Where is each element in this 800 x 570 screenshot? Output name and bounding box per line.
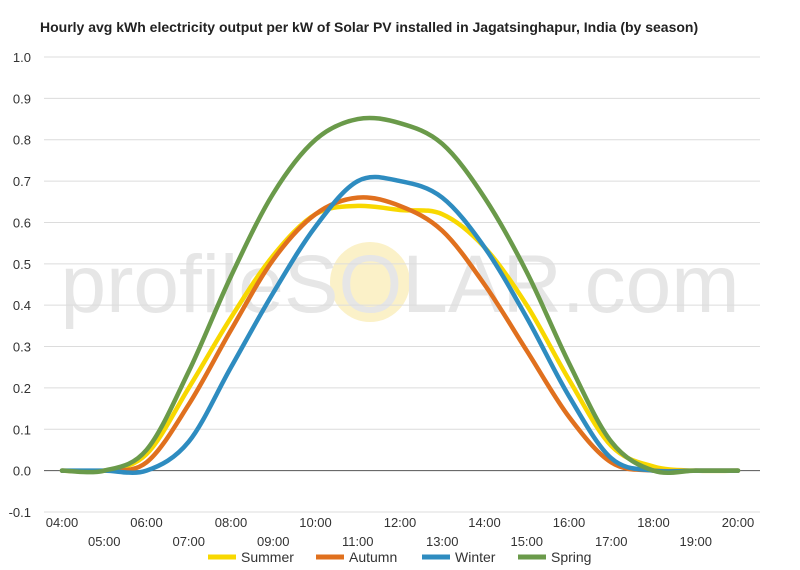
x-tick-label: 17:00 [595, 534, 628, 549]
x-tick-label: 20:00 [722, 515, 755, 530]
x-tick-label: 13:00 [426, 534, 459, 549]
y-tick-label: 0.1 [13, 422, 31, 437]
y-tick-label: 1.0 [13, 50, 31, 65]
x-tick-label: 05:00 [88, 534, 121, 549]
x-tick-label: 18:00 [637, 515, 670, 530]
series-line-autumn [59, 195, 741, 474]
watermark: profileSOLAR.com [60, 239, 739, 330]
x-tick-label: 15:00 [510, 534, 543, 549]
x-tick-label: 06:00 [130, 515, 163, 530]
legend-label-spring: Spring [551, 549, 591, 565]
x-tick-label: 09:00 [257, 534, 290, 549]
legend-label-winter: Winter [455, 549, 496, 565]
legend-label-summer: Summer [241, 549, 294, 565]
y-tick-label: 0.9 [13, 91, 31, 106]
x-tick-label: 19:00 [679, 534, 712, 549]
legend-label-autumn: Autumn [349, 549, 397, 565]
x-tick-label: 04:00 [46, 515, 79, 530]
y-tick-label: 0.8 [13, 133, 31, 148]
y-tick-label: 0.6 [13, 215, 31, 230]
x-tick-label: 08:00 [215, 515, 248, 530]
y-tick-label: 0.2 [13, 381, 31, 396]
chart-title: Hourly avg kWh electricity output per kW… [40, 19, 699, 35]
series-line-spring [59, 115, 741, 476]
y-tick-label: 0.5 [13, 257, 31, 272]
x-tick-label: 10:00 [299, 515, 332, 530]
watermark-sun-icon [330, 242, 410, 322]
x-tick-label: 12:00 [384, 515, 417, 530]
x-tick-label: 16:00 [553, 515, 586, 530]
y-tick-label: 0.3 [13, 340, 31, 355]
y-tick-label: 0.4 [13, 298, 31, 313]
series-line-winter [59, 174, 741, 476]
y-axis: -0.1 0.0 0.1 0.2 0.3 0.4 0.5 0.6 0.7 0.8 0.9 1.0 [9, 50, 31, 520]
legend: Summer Autumn Winter Spring [208, 549, 591, 565]
x-axis: 04:00 05:00 06:00 07:00 08:00 09:00 10:00 11:00… [46, 515, 755, 549]
x-tick-label: 14:00 [468, 515, 501, 530]
y-tick-label: 0.0 [13, 464, 31, 479]
series-lines [59, 115, 741, 476]
x-tick-label: 07:00 [172, 534, 205, 549]
y-tick-label: 0.7 [13, 174, 31, 189]
watermark-text: profileSOLAR.com [60, 239, 739, 330]
x-tick-label: 11:00 [342, 534, 374, 549]
y-tick-label: -0.1 [9, 505, 31, 520]
